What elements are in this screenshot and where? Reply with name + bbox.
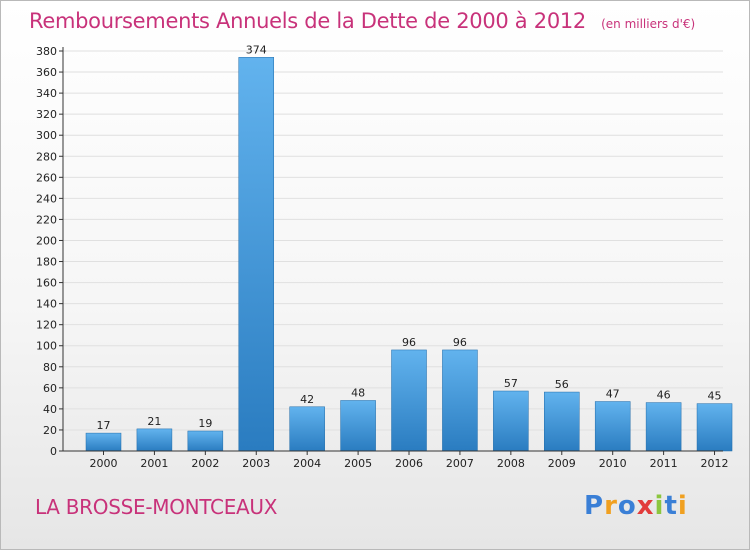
y-tick-label: 360	[36, 66, 57, 79]
bar-value-label: 17	[97, 419, 111, 432]
bar-value-label: 46	[657, 389, 671, 402]
bar	[645, 402, 682, 452]
bars: 17 21 19 374 42 48 96 96 57 56 47 46 45	[85, 43, 733, 452]
logo-letter: o	[617, 491, 637, 521]
chart-subtitle: (en milliers d'€)	[601, 17, 696, 31]
logo-letter: i	[654, 491, 665, 521]
y-tick-label: 380	[36, 45, 57, 58]
proxiti-logo: Proxiti	[584, 491, 688, 521]
bar-value-label: 374	[246, 43, 267, 56]
logo-letter: t	[664, 491, 678, 521]
y-tick-label: 240	[36, 192, 57, 205]
bar-value-label: 45	[708, 390, 722, 403]
axes: 0 20 40 60 80 100 120 140 160 180 200 220 240 260 280 3…	[36, 45, 729, 470]
bar	[594, 401, 631, 452]
chart-title: Remboursements Annuels de la Dette de 20…	[29, 9, 586, 33]
bar-value-label: 96	[453, 336, 467, 349]
bar-value-label: 57	[504, 377, 518, 390]
y-tick-label: 20	[43, 424, 57, 437]
y-tick-label: 220	[36, 213, 57, 226]
bar	[696, 403, 733, 452]
place-name: LA BROSSE-MONTCEAUX	[35, 495, 278, 519]
x-tick-label: 2005	[344, 457, 372, 470]
y-tick-label: 100	[36, 340, 57, 353]
bar	[289, 406, 325, 452]
bar	[238, 57, 275, 452]
bar-value-label: 48	[351, 386, 365, 399]
x-tick-label: 2007	[446, 457, 474, 470]
x-tick-label: 2010	[599, 457, 627, 470]
x-tick-label: 2012	[701, 457, 729, 470]
bar	[340, 400, 376, 452]
y-tick-label: 200	[36, 234, 57, 247]
y-tick-label: 160	[36, 277, 57, 290]
y-tick-label: 340	[36, 87, 57, 100]
x-tick-label: 2001	[140, 457, 168, 470]
bar-value-label: 96	[402, 336, 416, 349]
y-tick-label: 40	[43, 403, 57, 416]
y-tick-label: 320	[36, 108, 57, 121]
y-tick-label: 60	[43, 382, 57, 395]
x-tick-label: 2002	[191, 457, 219, 470]
y-tick-label: 180	[36, 256, 57, 269]
x-tick-label: 2008	[497, 457, 525, 470]
y-tick-label: 280	[36, 150, 57, 163]
bar	[442, 349, 478, 452]
bar-value-label: 56	[555, 378, 569, 391]
bar-value-label: 47	[606, 388, 620, 401]
bar-value-label: 21	[147, 415, 161, 428]
bar	[391, 349, 427, 452]
bar-value-label: 19	[198, 417, 212, 430]
bar	[136, 428, 173, 452]
bar	[493, 390, 529, 452]
x-tick-label: 2004	[293, 457, 321, 470]
bar	[187, 430, 224, 452]
bar	[544, 391, 580, 452]
y-tick-label: 80	[43, 361, 57, 374]
x-tick-label: 2006	[395, 457, 423, 470]
y-tick-label: 140	[36, 298, 57, 311]
logo-letter: i	[677, 491, 688, 521]
title-row: Remboursements Annuels de la Dette de 20…	[29, 9, 695, 33]
y-tick-label: 260	[36, 171, 57, 184]
y-tick-label: 120	[36, 319, 57, 332]
x-tick-label: 2011	[650, 457, 678, 470]
x-tick-label: 2009	[548, 457, 576, 470]
y-tick-label: 300	[36, 129, 57, 142]
logo-letter: r	[604, 491, 618, 521]
logo-letter: P	[584, 491, 605, 521]
bar	[85, 432, 122, 452]
x-tick-label: 2003	[242, 457, 270, 470]
y-tick-label: 0	[50, 445, 57, 458]
x-tick-label: 2000	[90, 457, 118, 470]
bar-value-label: 42	[300, 393, 314, 406]
logo-letter: x	[636, 491, 655, 521]
